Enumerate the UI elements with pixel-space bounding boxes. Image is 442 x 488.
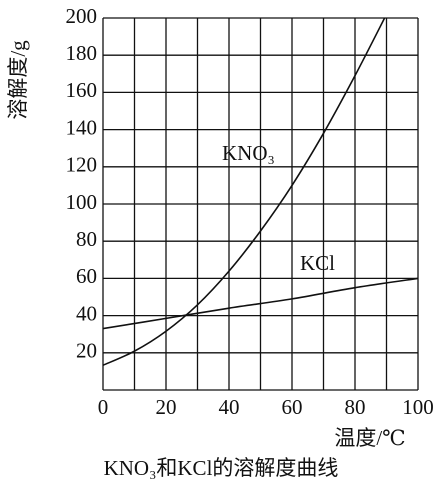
y-tick-label: 100 (66, 190, 98, 214)
x-tick-label: 60 (282, 395, 303, 419)
line (103, 277, 419, 330)
series-label: KCl (300, 251, 335, 275)
y-tick-label: 160 (66, 78, 98, 102)
y-tick-label: 140 (66, 115, 98, 139)
y-tick-label: 200 (66, 4, 98, 28)
y-tick-label: 20 (76, 339, 97, 363)
x-tick-label: 20 (156, 395, 177, 419)
y-tick-label: 40 (76, 301, 97, 325)
x-tick-label: 0 (98, 395, 109, 419)
x-tick-label: 80 (345, 395, 366, 419)
y-tick-label: 60 (76, 264, 97, 288)
x-tick-label: 100 (402, 395, 434, 419)
y-axis-label: 溶解度/g (6, 40, 30, 120)
line (103, 18, 386, 366)
y-tick-label: 80 (76, 227, 97, 251)
chart-title: KNO₃和KCl的溶解度曲线 (104, 456, 339, 480)
series-label: KNO₃ (222, 141, 275, 165)
y-tick-label: 120 (66, 153, 98, 177)
y-tick-label: 180 (66, 41, 98, 65)
x-tick-label: 40 (219, 395, 240, 419)
x-axis-label: 温度/℃ (334, 426, 405, 450)
